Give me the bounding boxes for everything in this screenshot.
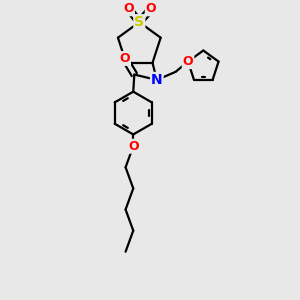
Text: O: O <box>128 140 139 153</box>
Text: O: O <box>183 55 194 68</box>
Text: O: O <box>146 2 156 15</box>
Text: O: O <box>119 52 130 65</box>
Text: N: N <box>151 73 163 87</box>
Text: S: S <box>134 15 144 29</box>
Text: O: O <box>123 2 134 15</box>
